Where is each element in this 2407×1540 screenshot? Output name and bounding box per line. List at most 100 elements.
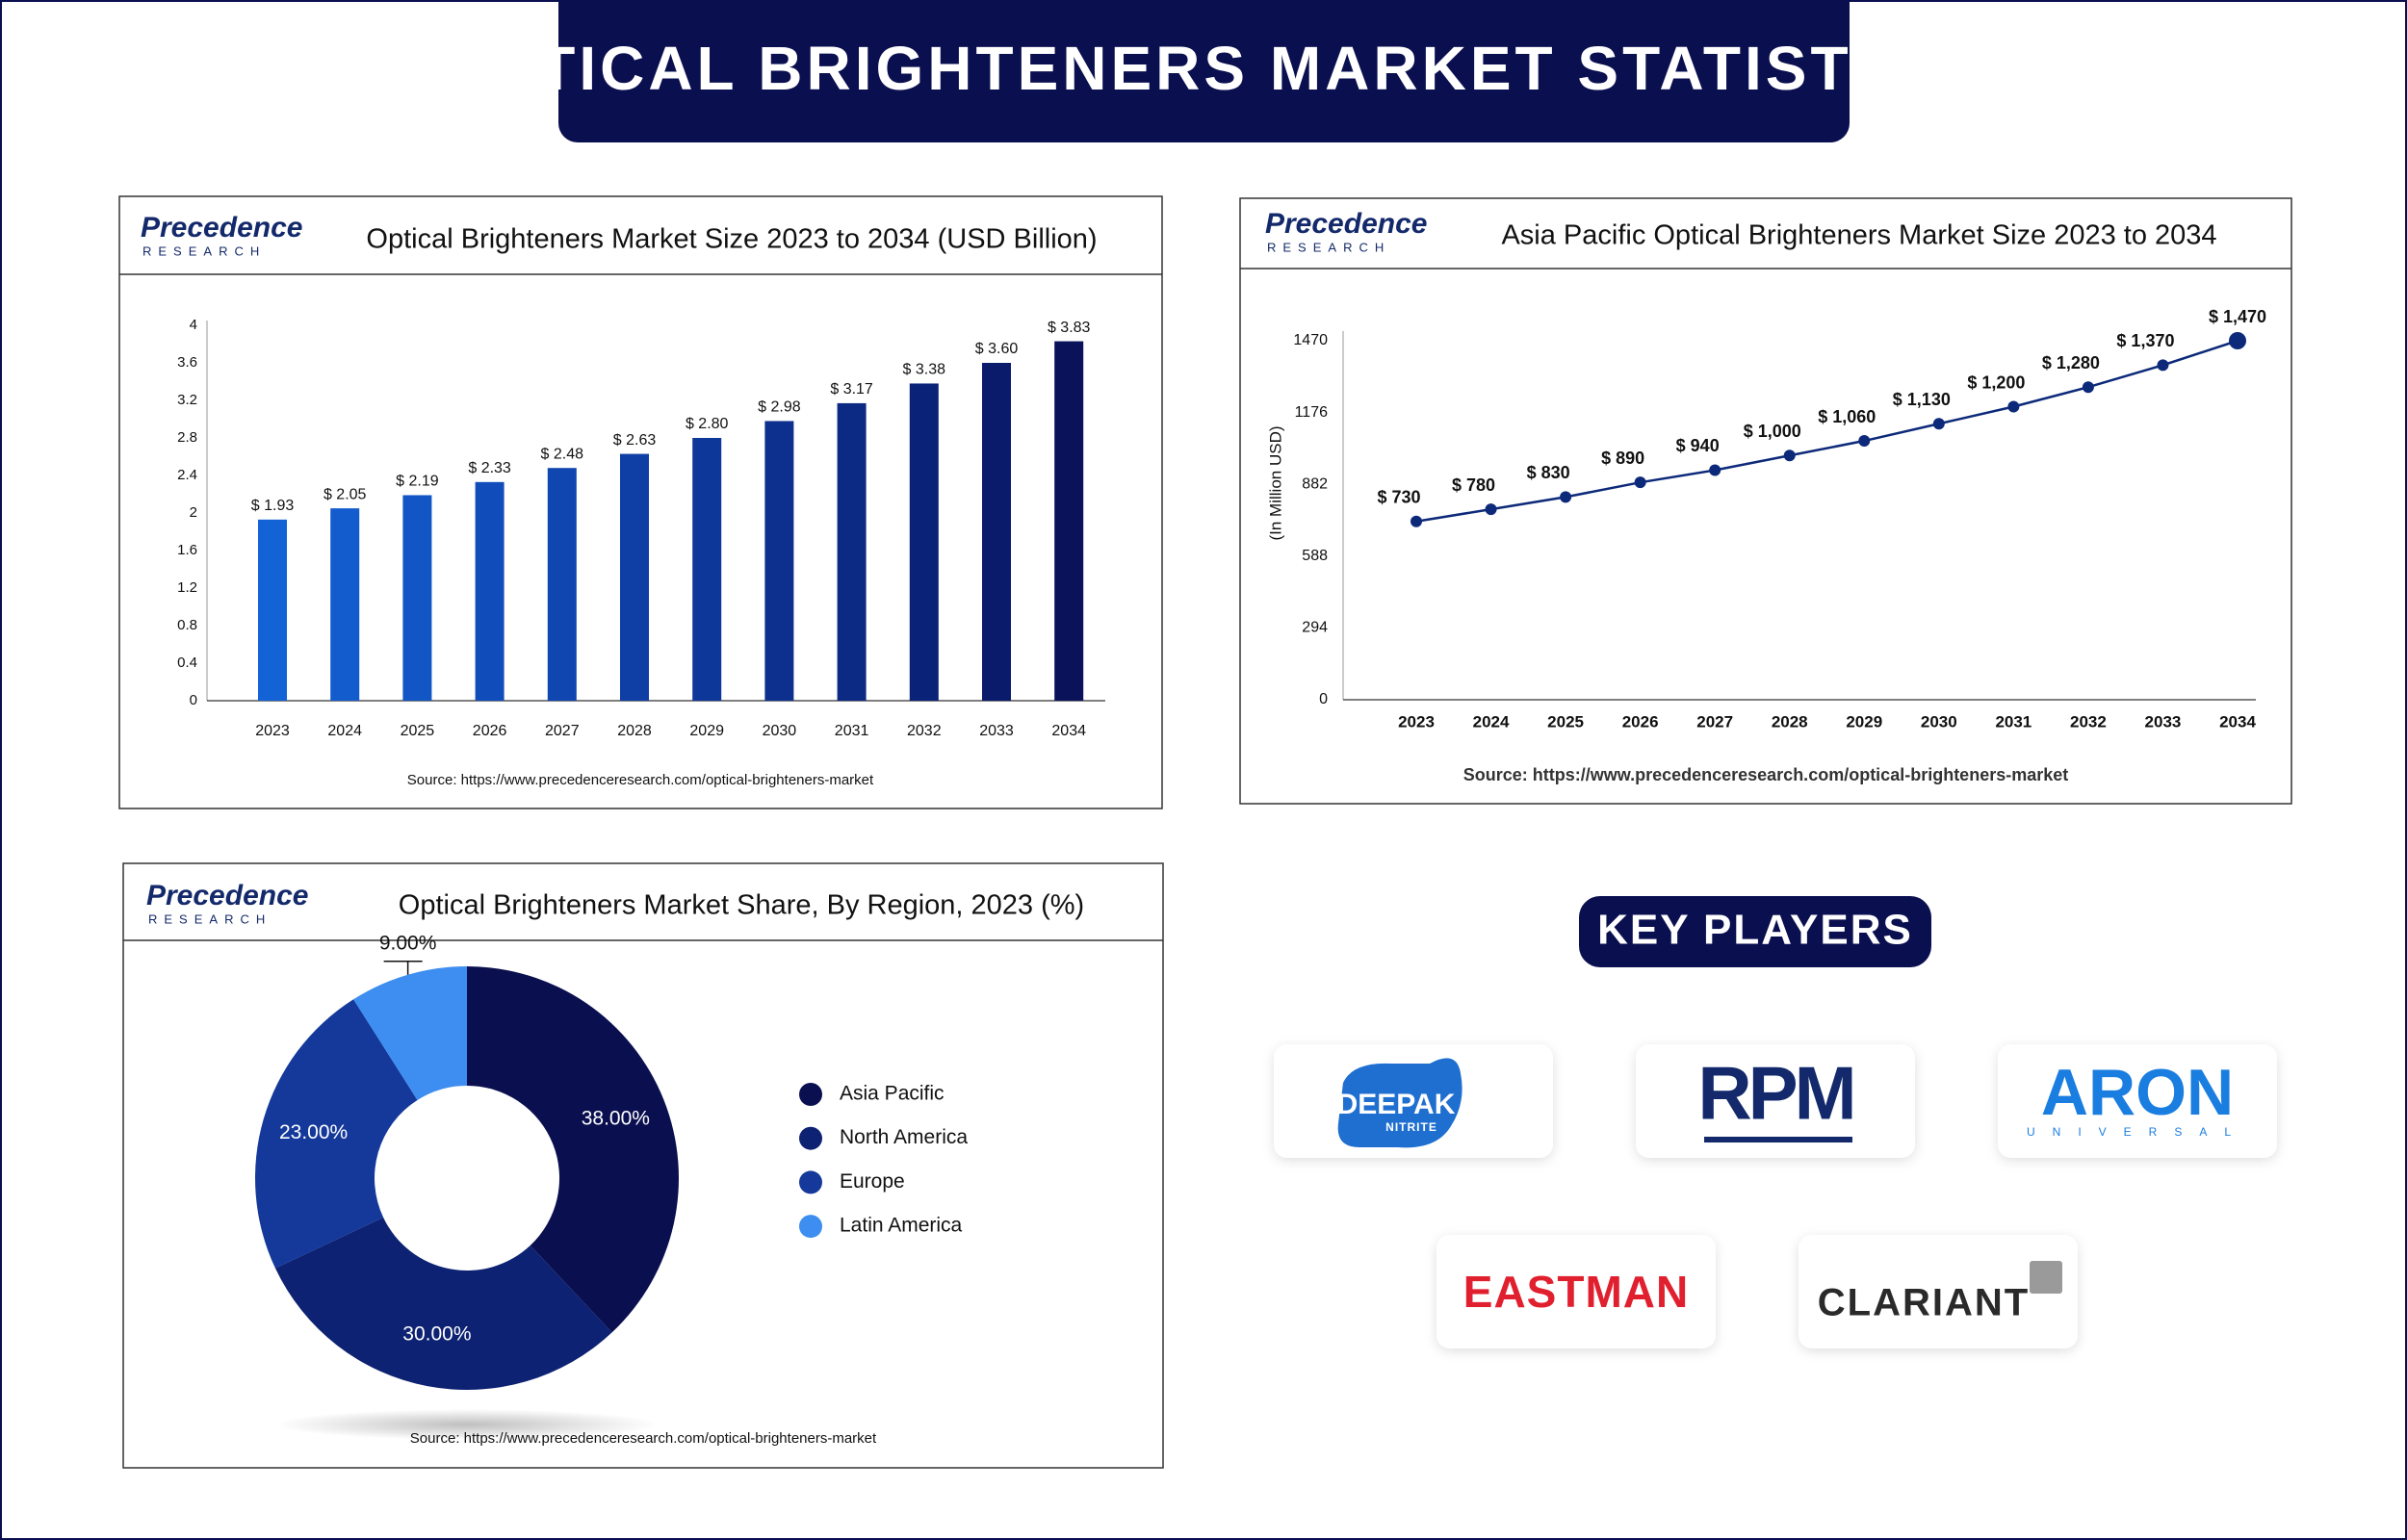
y-tick-label: 294 [1302,620,1328,636]
y-tick-label: 2.8 [177,429,197,446]
bar [258,519,287,701]
x-tick-label: 2031 [1995,712,2032,731]
legend-swatch [799,1126,822,1150]
pie-slice [255,999,418,1269]
page-title: OPTICAL BRIGHTENERS MARKET STATISTICS [441,34,1966,103]
logo-card [1636,1044,1915,1158]
bar [330,508,360,701]
pie-slice [467,966,679,1333]
x-tick-label: 2032 [907,723,942,739]
y-tick-label: 1176 [1295,404,1329,421]
pie-slice [274,1217,612,1390]
y-tick-label: 588 [1302,548,1328,564]
y-tick-label: 1.6 [177,542,197,558]
x-tick-label: 2023 [255,723,290,739]
brand-name: Precedence [146,880,308,911]
y-tick-label: 4 [190,317,197,333]
data-label: $ 3.17 [830,381,873,398]
brand-sub: RESEARCH [142,244,266,258]
x-tick-label: 2033 [2145,712,2182,731]
x-tick-label: 2024 [327,723,362,739]
x-tick-label: 2025 [401,723,435,739]
key-players-pill [1579,896,1931,967]
data-label: $ 1,000 [1744,422,1801,441]
data-label: 9.00% [379,932,437,954]
bar [620,453,649,701]
y-tick-label: 882 [1302,475,1328,492]
chart-title: Asia Pacific Optical Brighteners Market … [1501,220,2216,251]
data-label: $ 940 [1676,436,1720,455]
point [1709,464,1721,476]
point [1783,449,1796,462]
legend-label: Asia Pacific [840,1083,945,1105]
bar [692,438,722,701]
point [2082,381,2094,394]
x-tick-label: 2031 [835,723,869,739]
source: Source: https://www.precedenceresearch.c… [410,1430,877,1447]
y-tick-label: 3.6 [177,354,197,371]
data-label: $ 2.98 [758,399,801,416]
x-tick-label: 2033 [979,723,1014,739]
brand-sub: RESEARCH [148,911,272,926]
logo-text: DEEPAK [1337,1089,1456,1120]
x-tick-label: 2027 [545,723,580,739]
x-tick-label: 2025 [1547,712,1584,731]
bar [764,421,794,701]
y-tick-label: 0 [1319,691,1328,707]
y-tick-label: 3.2 [177,392,197,408]
data-label: $ 1,470 [2209,307,2266,326]
data-label: $ 2.63 [613,432,657,449]
bar [837,402,867,701]
x-tick-label: 2028 [1772,712,1808,731]
bar [475,481,505,701]
data-label: $ 830 [1527,463,1570,482]
pie-shadow [274,1409,660,1440]
clariant-square [2030,1261,2062,1294]
line [1415,339,2239,524]
legend-swatch [799,1215,822,1239]
point [1858,435,1871,448]
logo-card [1436,1235,1716,1348]
bar [982,363,1011,701]
deepak-blob [1337,1058,1462,1148]
data-label: $ 3.38 [903,362,946,378]
leader-line [383,960,423,975]
point [1560,491,1572,503]
legend-label: Latin America [840,1215,963,1237]
data-label: $ 1,370 [2116,331,2174,350]
data-label: 38.00% [582,1107,650,1129]
pie-slice [353,966,467,1100]
y-tick-label: 2.4 [177,467,197,483]
chart-title: Optical Brighteners Market Share, By Reg… [399,890,1084,921]
legend-swatch [799,1170,822,1194]
logo-subtext: UNIVERSAL [2027,1125,2248,1139]
x-tick-label: 2024 [1473,712,1510,731]
point [2007,400,2020,413]
title-banner [558,0,1850,142]
point [1634,476,1646,489]
panel [1239,197,2292,805]
data-label: $ 890 [1601,449,1644,468]
logo-text: ARON [2041,1056,2234,1129]
data-label: $ 1,130 [1893,390,1951,409]
x-tick-label: 2034 [2219,712,2256,731]
bar [547,468,577,701]
y-tick-label: 0.8 [177,617,197,633]
data-label: $ 1.93 [251,498,295,514]
x-tick-label: 2026 [473,723,507,739]
logo-subtext: NITRITE [1385,1120,1437,1134]
logo-text: EASTMAN [1463,1267,1689,1317]
data-label: $ 3.83 [1048,320,1091,336]
data-label: $ 2.48 [541,446,584,462]
y-tick-label: 0 [190,692,197,708]
legend-swatch [799,1083,822,1106]
key-players-title: KEY PLAYERS [1597,907,1913,954]
x-tick-label: 2029 [1846,712,1882,731]
logo-card [1998,1044,2277,1158]
data-label: $ 3.60 [975,341,1019,357]
data-label: $ 1,200 [1967,372,2025,392]
point [1932,418,1945,430]
chart-title: Optical Brighteners Market Size 2023 to … [366,224,1097,255]
point [1411,515,1422,527]
